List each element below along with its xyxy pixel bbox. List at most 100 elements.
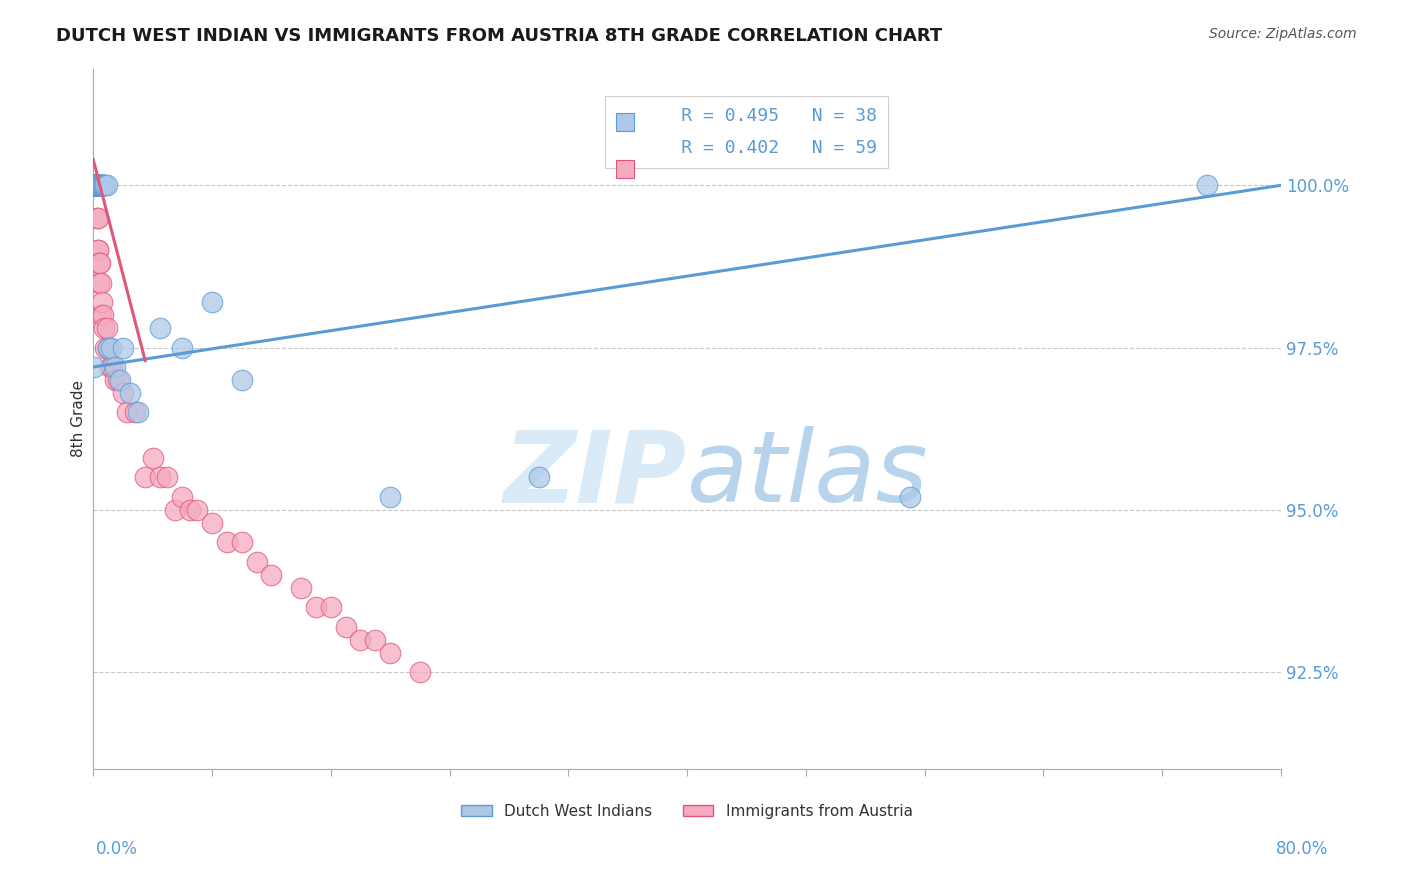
Point bbox=[86, 178, 108, 193]
Point bbox=[149, 321, 172, 335]
Point bbox=[231, 373, 253, 387]
Point bbox=[89, 256, 111, 270]
Point bbox=[84, 178, 107, 193]
Point bbox=[89, 178, 111, 193]
Point bbox=[89, 178, 111, 193]
Point bbox=[231, 535, 253, 549]
Point bbox=[83, 178, 105, 193]
Point bbox=[215, 535, 238, 549]
Point bbox=[83, 178, 105, 193]
Point bbox=[179, 502, 201, 516]
Point bbox=[87, 243, 110, 257]
Point bbox=[186, 502, 208, 516]
Point bbox=[83, 178, 105, 193]
Point bbox=[149, 470, 172, 484]
Point bbox=[84, 178, 107, 193]
Point bbox=[96, 321, 118, 335]
Point bbox=[108, 373, 131, 387]
Point bbox=[111, 386, 134, 401]
Point bbox=[86, 178, 108, 193]
Point bbox=[97, 341, 120, 355]
Point bbox=[87, 256, 110, 270]
Point bbox=[91, 178, 114, 193]
Point bbox=[201, 295, 224, 310]
Point bbox=[83, 178, 105, 193]
Point bbox=[90, 308, 112, 322]
Point bbox=[87, 178, 110, 193]
Point bbox=[378, 490, 401, 504]
Point bbox=[201, 516, 224, 530]
Point bbox=[163, 502, 186, 516]
Point bbox=[84, 178, 107, 193]
Point bbox=[84, 178, 107, 193]
Text: DUTCH WEST INDIAN VS IMMIGRANTS FROM AUSTRIA 8TH GRADE CORRELATION CHART: DUTCH WEST INDIAN VS IMMIGRANTS FROM AUS… bbox=[56, 27, 942, 45]
Point bbox=[142, 450, 165, 465]
Point bbox=[84, 178, 107, 193]
Point bbox=[91, 295, 114, 310]
Point bbox=[82, 178, 104, 193]
Point bbox=[84, 178, 107, 193]
Point bbox=[86, 211, 108, 225]
Point bbox=[94, 178, 117, 193]
Point bbox=[89, 276, 111, 290]
Point bbox=[104, 373, 127, 387]
Point bbox=[364, 632, 387, 647]
Point bbox=[319, 600, 342, 615]
Point bbox=[84, 178, 107, 193]
Legend: Dutch West Indians, Immigrants from Austria: Dutch West Indians, Immigrants from Aust… bbox=[456, 797, 918, 825]
Point bbox=[172, 490, 194, 504]
Point bbox=[104, 359, 127, 374]
Point bbox=[91, 178, 114, 193]
Point bbox=[93, 178, 115, 193]
Point bbox=[90, 178, 112, 193]
Point bbox=[172, 341, 194, 355]
Point bbox=[120, 386, 142, 401]
Point bbox=[97, 341, 120, 355]
Point bbox=[86, 178, 108, 193]
Point bbox=[93, 178, 115, 193]
Point bbox=[134, 470, 156, 484]
Point bbox=[100, 341, 122, 355]
Point bbox=[117, 405, 139, 419]
Text: ZIP: ZIP bbox=[505, 426, 688, 524]
Point bbox=[898, 490, 921, 504]
Point bbox=[83, 359, 105, 374]
Text: Source: ZipAtlas.com: Source: ZipAtlas.com bbox=[1209, 27, 1357, 41]
Point bbox=[91, 308, 114, 322]
Point bbox=[409, 665, 432, 679]
Point bbox=[90, 276, 112, 290]
Point bbox=[84, 178, 107, 193]
Point bbox=[527, 470, 550, 484]
Point bbox=[101, 359, 124, 374]
Y-axis label: 8th Grade: 8th Grade bbox=[72, 380, 86, 458]
Point bbox=[1195, 178, 1218, 193]
Text: atlas: atlas bbox=[688, 426, 929, 524]
Point bbox=[86, 178, 108, 193]
Point bbox=[86, 211, 108, 225]
Point bbox=[83, 178, 105, 193]
Point bbox=[83, 178, 105, 193]
Point bbox=[107, 373, 129, 387]
Point bbox=[245, 555, 267, 569]
Point bbox=[89, 178, 111, 193]
Point bbox=[305, 600, 328, 615]
Point bbox=[84, 178, 107, 193]
Point bbox=[83, 178, 105, 193]
Point bbox=[98, 359, 121, 374]
Point bbox=[127, 405, 149, 419]
Point bbox=[156, 470, 179, 484]
Point bbox=[87, 243, 110, 257]
Point bbox=[83, 178, 105, 193]
Text: R = 0.495   N = 38
      R = 0.402   N = 59: R = 0.495 N = 38 R = 0.402 N = 59 bbox=[616, 107, 877, 157]
Point bbox=[111, 341, 134, 355]
Point bbox=[290, 581, 312, 595]
Point bbox=[378, 646, 401, 660]
Point bbox=[96, 178, 118, 193]
Point bbox=[83, 178, 105, 193]
Text: 80.0%: 80.0% bbox=[1277, 840, 1329, 858]
Point bbox=[89, 178, 111, 193]
Text: 0.0%: 0.0% bbox=[96, 840, 138, 858]
Point bbox=[90, 178, 112, 193]
Point bbox=[260, 567, 283, 582]
Point bbox=[124, 405, 146, 419]
